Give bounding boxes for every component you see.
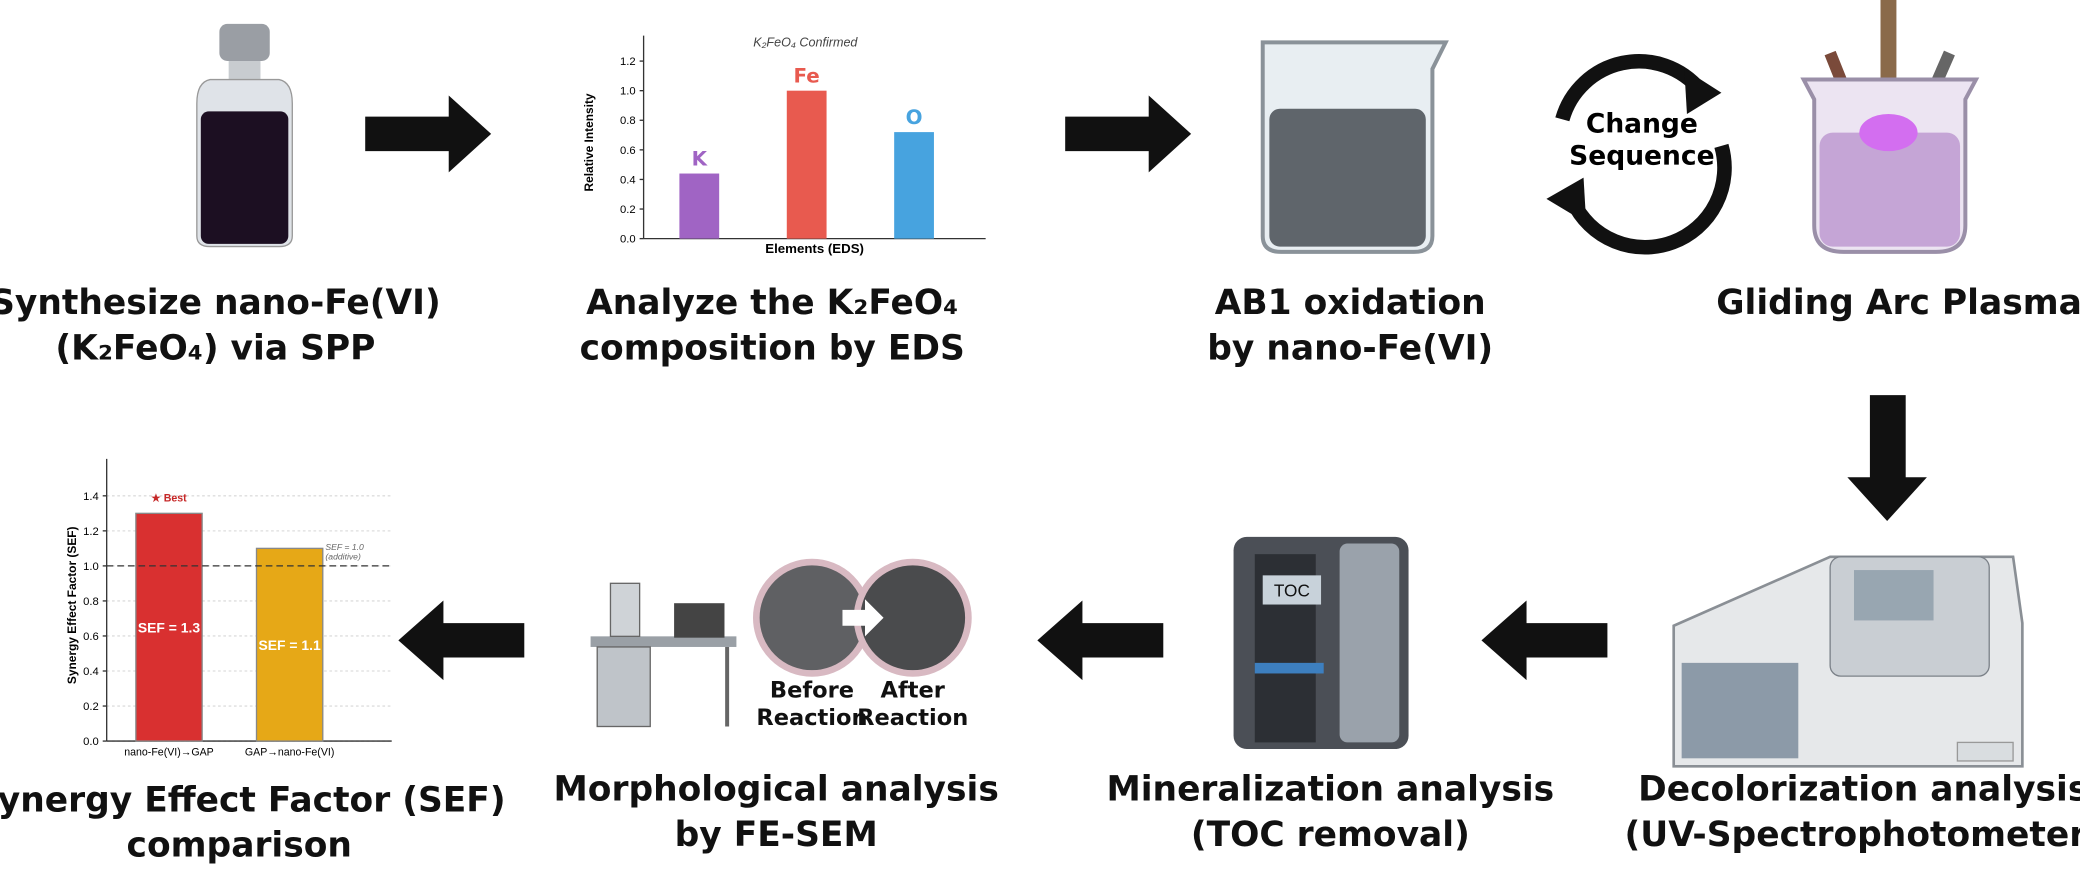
sem-instrument — [590, 582, 737, 728]
step-label: Morphological analysis — [554, 770, 999, 810]
bar — [786, 90, 827, 239]
arrow — [398, 600, 525, 681]
step-label: Gliding Arc Plasma — [1716, 283, 2080, 323]
arrow — [1847, 395, 1927, 522]
step-label: Synergy Effect Factor (SEF) — [0, 780, 506, 820]
step-label: (TOC removal) — [1191, 815, 1470, 855]
cycle-label: Change — [1586, 109, 1698, 140]
step-label: comparison — [127, 825, 352, 865]
step-label: Synthesize nano-Fe(VI) — [0, 283, 441, 323]
step-label: by nano-Fe(VI) — [1207, 328, 1493, 368]
x-tick-label: GAP→nano-Fe(VI) — [245, 747, 335, 759]
cycle-label: Sequence — [1569, 140, 1714, 171]
step-label: composition by EDS — [580, 328, 965, 368]
y-tick-label: 0.6 — [83, 631, 99, 643]
spectrophotometer — [1672, 555, 2024, 768]
y-tick-label: 0.2 — [83, 701, 99, 713]
y-tick-label: 0.8 — [83, 596, 99, 608]
sem-label: Reaction — [756, 705, 867, 731]
step-label: Mineralization analysis — [1106, 770, 1554, 810]
sem-label: Reaction — [857, 705, 968, 731]
plasma-reactor — [1800, 0, 1980, 254]
arrow — [1037, 600, 1164, 681]
reference-label: (additive) — [325, 551, 361, 561]
y-tick-label: 0.4 — [620, 174, 636, 186]
bar — [135, 512, 203, 742]
bar — [255, 547, 324, 742]
y-tick-label: 0.8 — [620, 115, 636, 127]
bar-label: K — [692, 148, 708, 171]
vial — [196, 23, 293, 248]
arrow — [365, 95, 492, 173]
step-label: AB1 oxidation — [1215, 283, 1486, 323]
value-label: SEF = 1.1 — [259, 637, 321, 653]
arrows — [365, 95, 1927, 681]
sem-label: Before — [770, 677, 854, 703]
step-label: by FE-SEM — [675, 815, 878, 855]
value-label: SEF = 1.3 — [138, 620, 200, 636]
charts: 0.0 0.2 0.4 0.6 0.8 1.0 1.2 Relative Intensity E… — [65, 35, 986, 759]
y-axis-label: Relative Intensity — [582, 93, 596, 191]
y-tick-label: 1.2 — [620, 56, 636, 68]
bar-label: Fe — [794, 65, 820, 88]
step-label: Decolorization analysis — [1638, 770, 2080, 810]
bar — [679, 173, 720, 239]
y-tick-label: 1.4 — [83, 491, 99, 503]
y-tick-label: 0.0 — [620, 234, 636, 246]
sem-label: After — [881, 677, 946, 703]
bar — [894, 132, 934, 239]
y-tick-label: 0.4 — [83, 666, 99, 678]
annotation: ★ Best — [151, 492, 187, 504]
y-tick-label: 1.0 — [83, 561, 99, 573]
step-labels: Synthesize nano-Fe(VI) (K₂FeO₄) via SPP An… — [0, 283, 2080, 865]
y-tick-label: 0.2 — [620, 204, 636, 216]
x-axis-label: Elements (EDS) — [765, 241, 864, 256]
toc-screen: TOC — [1274, 581, 1310, 601]
toc-analyzer — [1233, 536, 1409, 750]
arrow — [842, 599, 884, 637]
y-axis-label: Synergy Effect Factor (SEF) — [65, 526, 79, 684]
chart-title: K₂FeO₄ Confirmed — [753, 35, 858, 49]
y-tick-label: 1.2 — [83, 526, 99, 538]
y-tick-label: 0.6 — [620, 145, 636, 157]
x-tick-label: nano-Fe(VI)→GAP — [124, 747, 214, 759]
cycle-arrows — [1546, 54, 1732, 255]
bar-label: O — [906, 106, 923, 129]
step-label: (K₂FeO₄) via SPP — [55, 328, 375, 368]
beaker — [1260, 40, 1449, 254]
arrow — [1065, 95, 1192, 173]
step-label: (UV-Spectrophotometer) — [1625, 815, 2080, 855]
y-tick-label: 0.0 — [83, 736, 99, 748]
arrow — [1481, 600, 1608, 681]
y-tick-label: 1.0 — [620, 86, 636, 98]
reference-label: SEF = 1.0 — [325, 542, 364, 552]
step-label: Analyze the K₂FeO₄ — [586, 283, 958, 323]
